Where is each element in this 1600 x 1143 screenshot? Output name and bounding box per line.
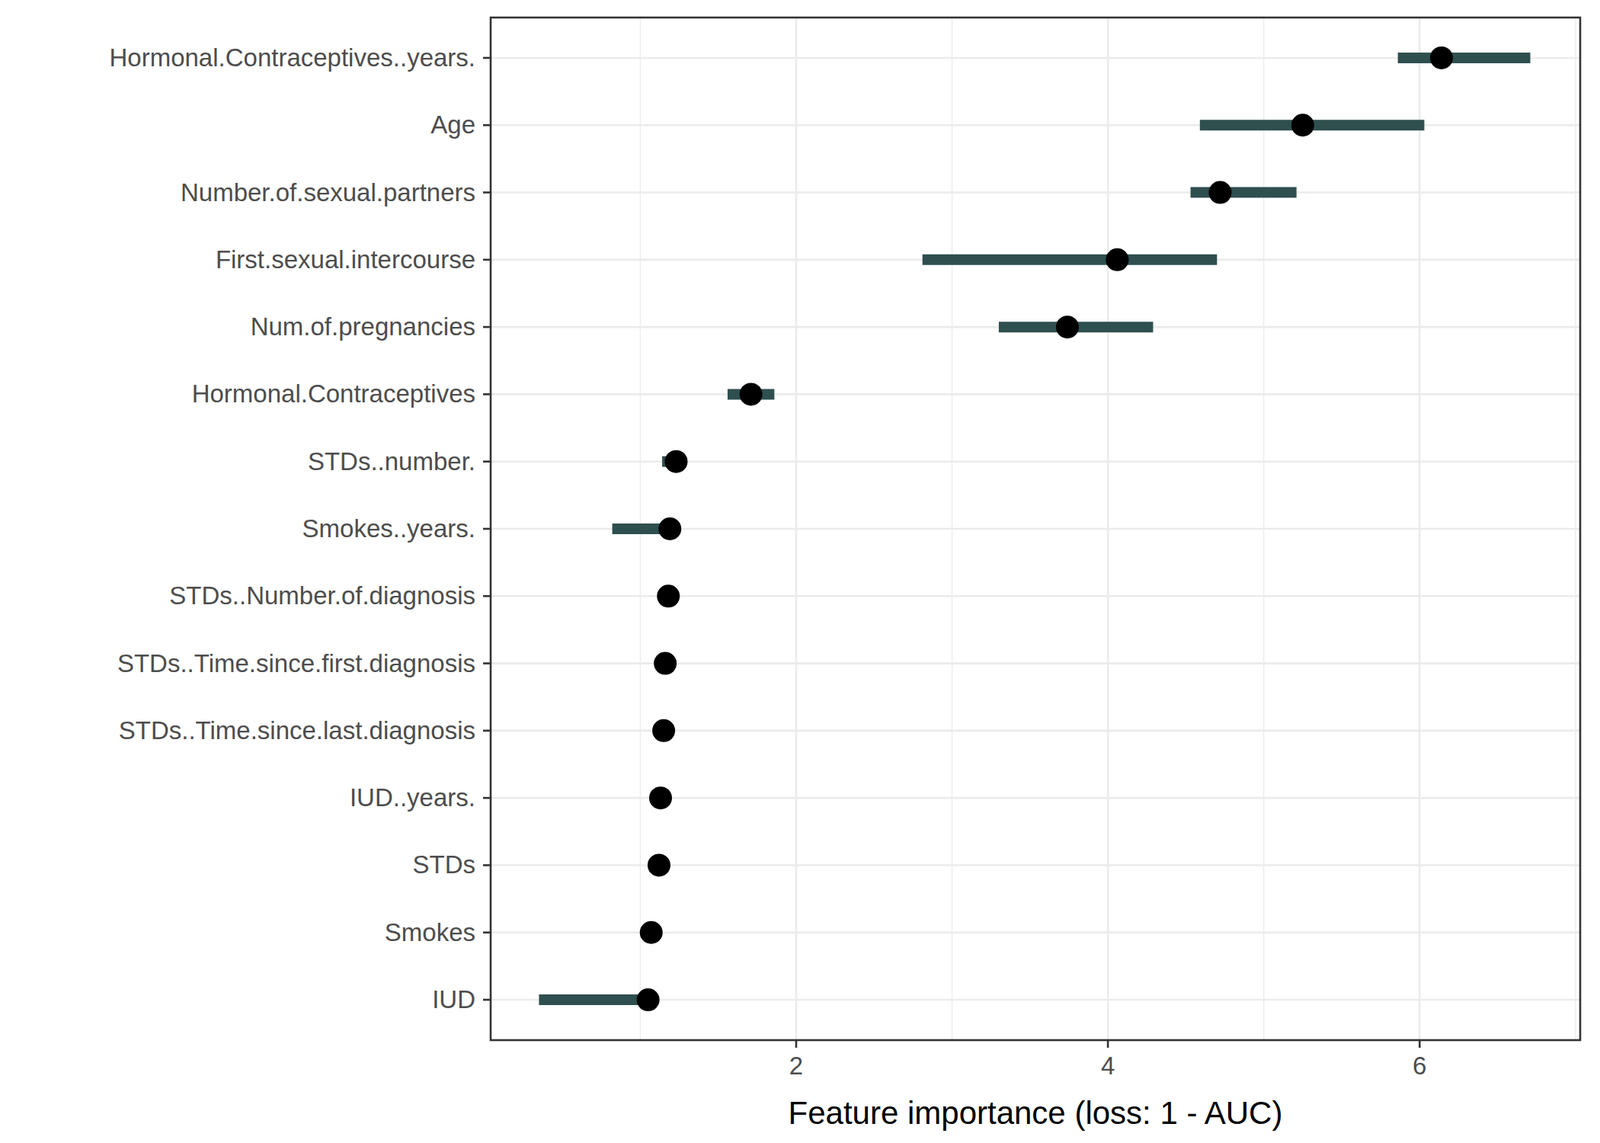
category-label: STDs..Time.since.last.diagnosis [118,716,476,745]
point [636,988,660,1012]
category-label: STDs..number. [307,447,476,476]
category-label: IUD..years. [349,783,476,812]
category-label: Hormonal.Contraceptives..years. [108,43,476,72]
chart: 2 4 6 Hormonal.Contraceptives..years. Age Num… [0,0,1600,1143]
point [1430,46,1453,70]
interval [922,254,1218,266]
point [658,517,682,541]
point [649,786,672,810]
grid-line [490,595,1581,598]
grid-line [490,460,1581,463]
point [1291,113,1315,137]
tick [483,326,491,329]
tick [483,998,491,1002]
category-label: Number.of.sexual.partners [180,178,476,207]
tick [795,1040,798,1048]
point [647,853,671,877]
tick [483,864,491,867]
tick [483,259,491,262]
tick [483,393,491,396]
category-label: STDs [412,850,477,879]
tick [483,460,491,463]
marks [538,46,1530,1012]
point [1056,315,1079,339]
tick [1107,1040,1110,1048]
category-label: IUD [432,985,476,1014]
grid-line [490,57,1581,60]
category-label: First.sexual.intercourse [215,245,476,274]
tick [483,931,491,934]
tick-label: 2 [789,1051,804,1080]
axis-title: Feature importance (loss: 1 - AUC) [788,1094,1284,1131]
point [739,382,763,406]
panel [490,17,1581,1040]
grid-line [490,528,1581,531]
grid-line [490,393,1581,396]
point [1105,248,1129,272]
tick [483,124,491,127]
point [664,450,688,474]
tick [483,796,491,800]
tick [483,528,491,531]
category-label: Smokes..years. [302,514,476,543]
interval [1190,187,1297,199]
category-label: Age [430,110,476,139]
category-label: Num.of.pregnancies [250,312,476,341]
tick [483,595,491,598]
tick [1418,1040,1421,1048]
category-label: STDs..Number.of.diagnosis [169,581,476,610]
point [653,652,677,676]
tick-label: 6 [1412,1051,1427,1080]
category-label: Smokes [384,918,476,947]
point [1208,181,1232,205]
interval [1398,52,1531,64]
point [640,921,663,944]
category-label: STDs..Time.since.first.diagnosis [117,649,476,678]
point [652,719,676,743]
grid-line [490,124,1581,127]
tick [483,662,491,665]
frame [490,17,1581,1040]
tick [483,729,491,733]
grid-line [490,326,1581,329]
interval [538,994,648,1005]
grid-line [490,259,1581,262]
tick [483,191,491,194]
grid-line [490,191,1581,194]
tick-label: 4 [1100,1051,1115,1080]
point [656,584,680,608]
tick [483,57,491,60]
category-label: Hormonal.Contraceptives [192,379,476,408]
